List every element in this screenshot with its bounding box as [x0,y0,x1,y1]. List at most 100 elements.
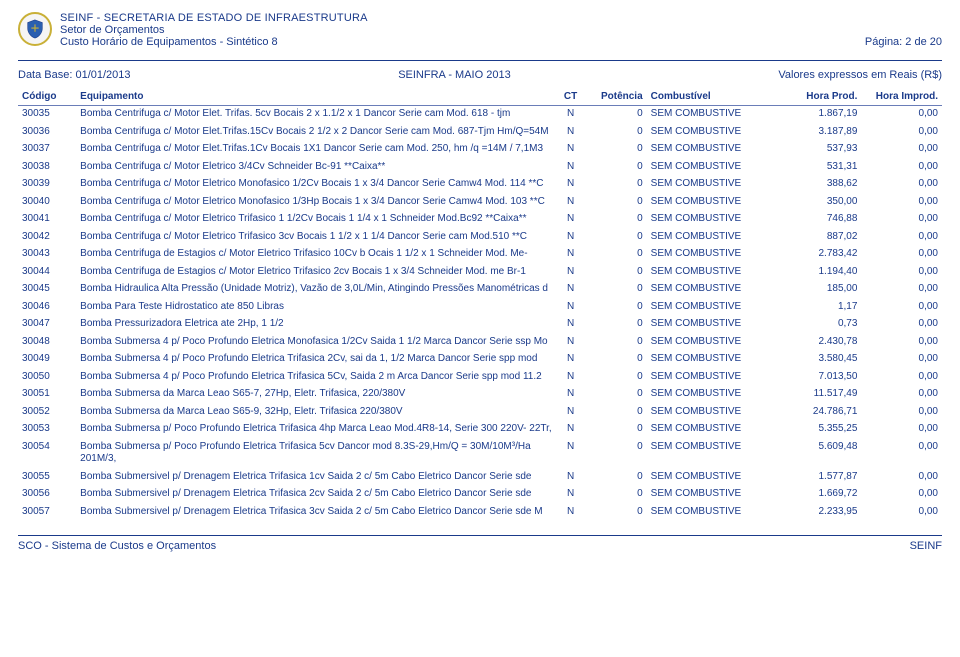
cell-pot: 0 [584,386,647,404]
cell-equip: Bomba Hidraulica Alta Pressão (Unidade M… [76,281,557,299]
cell-comb: SEM COMBUSTIVE [647,176,781,194]
cell-pot: 0 [584,438,647,468]
cell-ct: N [557,503,584,521]
col-header-comb: Combustível [647,89,781,106]
cell-himprod: 0,00 [861,403,942,421]
cell-pot: 0 [584,368,647,386]
cell-ct: N [557,298,584,316]
cell-equip: Bomba Submersa 4 p/ Poco Profundo Eletri… [76,351,557,369]
cell-hprod: 1.577,87 [781,468,862,486]
database-label: Data Base: 01/01/2013 [18,69,131,81]
cell-hprod: 3.580,45 [781,351,862,369]
cell-ct: N [557,403,584,421]
table-row: 30039Bomba Centrifuga c/ Motor Eletrico … [18,176,942,194]
cell-pot: 0 [584,281,647,299]
cell-ct: N [557,351,584,369]
table-row: 30053Bomba Submersa p/ Poco Profundo Ele… [18,421,942,439]
cell-comb: SEM COMBUSTIVE [647,158,781,176]
table-row: 30044Bomba Centrifuga de Estagios c/ Mot… [18,263,942,281]
cell-ct: N [557,421,584,439]
cell-comb: SEM COMBUSTIVE [647,228,781,246]
footer-divider [18,535,942,536]
cell-hprod: 2.430,78 [781,333,862,351]
cell-hprod: 531,31 [781,158,862,176]
header-divider [18,60,942,61]
cell-pot: 0 [584,298,647,316]
cell-ct: N [557,123,584,141]
table-row: 30048Bomba Submersa 4 p/ Poco Profundo E… [18,333,942,351]
cell-equip: Bomba Submersa 4 p/ Poco Profundo Eletri… [76,368,557,386]
cell-pot: 0 [584,351,647,369]
table-row: 30057Bomba Submersivel p/ Drenagem Eletr… [18,503,942,521]
cell-pot: 0 [584,468,647,486]
cell-comb: SEM COMBUSTIVE [647,316,781,334]
cell-hprod: 7.013,50 [781,368,862,386]
cell-codigo: 30045 [18,281,76,299]
table-header-row: Código Equipamento CT Potência Combustív… [18,89,942,106]
cell-codigo: 30054 [18,438,76,468]
cell-pot: 0 [584,503,647,521]
cell-ct: N [557,281,584,299]
table-row: 30045Bomba Hidraulica Alta Pressão (Unid… [18,281,942,299]
cell-pot: 0 [584,421,647,439]
cell-hprod: 0,73 [781,316,862,334]
report-title: Custo Horário de Equipamentos - Sintétic… [60,36,278,48]
cell-codigo: 30037 [18,141,76,159]
cell-codigo: 30055 [18,468,76,486]
cell-codigo: 30049 [18,351,76,369]
cell-codigo: 30052 [18,403,76,421]
table-body: 30035Bomba Centrifuga c/ Motor Elet. Tri… [18,106,942,521]
cell-pot: 0 [584,141,647,159]
cell-codigo: 30053 [18,421,76,439]
cell-ct: N [557,193,584,211]
cell-comb: SEM COMBUSTIVE [647,106,781,124]
cell-hprod: 11.517,49 [781,386,862,404]
report-header: SEINF - SECRETARIA DE ESTADO DE INFRAEST… [18,12,942,48]
cell-ct: N [557,386,584,404]
cell-comb: SEM COMBUSTIVE [647,486,781,504]
cell-codigo: 30051 [18,386,76,404]
cell-codigo: 30057 [18,503,76,521]
cell-equip: Bomba Pressurizadora Eletrica ate 2Hp, 1… [76,316,557,334]
page-footer: SCO - Sistema de Custos e Orçamentos SEI… [18,535,942,552]
cell-comb: SEM COMBUSTIVE [647,503,781,521]
cell-hprod: 1,17 [781,298,862,316]
cell-ct: N [557,333,584,351]
cell-equip: Bomba Centrifuga de Estagios c/ Motor El… [76,263,557,281]
cell-comb: SEM COMBUSTIVE [647,351,781,369]
cell-himprod: 0,00 [861,228,942,246]
cell-codigo: 30048 [18,333,76,351]
cell-codigo: 30046 [18,298,76,316]
cell-comb: SEM COMBUSTIVE [647,211,781,229]
cell-pot: 0 [584,123,647,141]
currency-note: Valores expressos em Reais (R$) [778,69,942,81]
cell-codigo: 30043 [18,246,76,264]
cell-himprod: 0,00 [861,333,942,351]
cell-codigo: 30038 [18,158,76,176]
cell-equip: Bomba Centrifuga c/ Motor Eletrico Trifa… [76,228,557,246]
cell-hprod: 185,00 [781,281,862,299]
cell-hprod: 887,02 [781,228,862,246]
cell-equip: Bomba Centrifuga c/ Motor Elet.Trifas.1C… [76,141,557,159]
cell-hprod: 1.867,19 [781,106,862,124]
col-header-hprod: Hora Prod. [781,89,862,106]
cell-comb: SEM COMBUSTIVE [647,333,781,351]
cell-hprod: 2.233,95 [781,503,862,521]
table-row: 30046Bomba Para Teste Hidrostatico ate 8… [18,298,942,316]
cell-himprod: 0,00 [861,158,942,176]
cell-hprod: 746,88 [781,211,862,229]
col-header-pot: Potência [584,89,647,106]
cell-equip: Bomba Submersivel p/ Drenagem Eletrica T… [76,503,557,521]
cell-equip: Bomba Centrifuga c/ Motor Eletrico Monof… [76,193,557,211]
page-number: Página: 2 de 20 [865,36,942,48]
col-header-himprod: Hora Improd. [861,89,942,106]
cell-comb: SEM COMBUSTIVE [647,298,781,316]
page-root: SEINF - SECRETARIA DE ESTADO DE INFRAEST… [0,0,960,560]
table-row: 30035Bomba Centrifuga c/ Motor Elet. Tri… [18,106,942,124]
cell-himprod: 0,00 [861,176,942,194]
cell-equip: Bomba Submersa p/ Poco Profundo Eletrica… [76,438,557,468]
cell-hprod: 1.669,72 [781,486,862,504]
cell-himprod: 0,00 [861,106,942,124]
cell-equip: Bomba Submersivel p/ Drenagem Eletrica T… [76,486,557,504]
cell-ct: N [557,438,584,468]
